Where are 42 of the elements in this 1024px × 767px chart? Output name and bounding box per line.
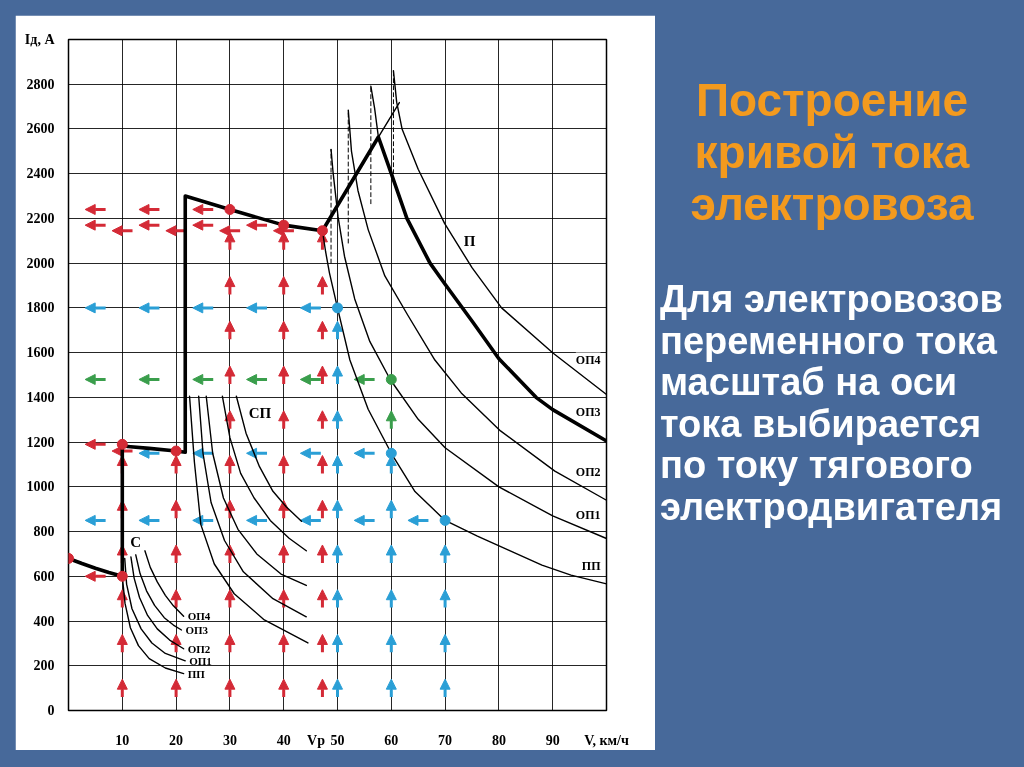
x-tick-label: 50 xyxy=(330,732,345,748)
x-axis-title: V, км/ч xyxy=(584,732,629,748)
annotation: П xyxy=(463,233,476,250)
y-tick-label: 2000 xyxy=(26,255,55,271)
x-tick-label: Vр xyxy=(307,732,326,748)
y-tick-label: 1200 xyxy=(26,434,55,450)
series-label: ОП4 xyxy=(187,610,211,623)
series-label: ОП4 xyxy=(575,352,601,367)
x-tick-label: 90 xyxy=(545,732,560,748)
y-tick-label: 1000 xyxy=(26,479,55,495)
series-label: ОП2 xyxy=(575,465,601,480)
y-tick-label: 200 xyxy=(33,658,55,674)
annotation: СП xyxy=(248,405,272,422)
y-tick-label: 1800 xyxy=(26,300,55,316)
series-label: ПП xyxy=(187,667,206,680)
series-label: ОП1 xyxy=(189,654,212,667)
x-tick-label: 40 xyxy=(276,732,291,748)
series-label: ОП2 xyxy=(187,642,211,655)
series-label: ПП xyxy=(581,558,602,573)
x-tick-label: 20 xyxy=(169,732,184,748)
y-tick-label: 2400 xyxy=(26,166,55,182)
y-tick-label: 600 xyxy=(33,568,55,584)
y-axis-title: Iд, А xyxy=(24,32,56,47)
x-tick-label: 80 xyxy=(491,732,506,748)
y-tick-label: 2200 xyxy=(26,210,55,226)
y-tick-label: 800 xyxy=(33,524,55,540)
series-label: ОП1 xyxy=(575,507,601,522)
x-tick-label: 60 xyxy=(384,732,399,748)
y-tick-label: 1400 xyxy=(26,389,55,405)
x-tick-label: 10 xyxy=(115,732,130,748)
y-tick-label: 400 xyxy=(33,613,55,629)
series-label: ОП3 xyxy=(185,623,209,636)
y-tick-label: 0 xyxy=(47,703,55,718)
x-tick-label: 30 xyxy=(222,732,237,748)
y-tick-label: 1600 xyxy=(26,345,55,361)
annotation: С xyxy=(130,533,142,550)
x-tick-label: 70 xyxy=(438,732,453,748)
y-tick-label: 2800 xyxy=(26,76,55,92)
series-label: ОП3 xyxy=(575,405,601,420)
text: Построение кривой тока электровоза xyxy=(689,74,975,230)
y-tick-label: 2600 xyxy=(26,121,55,137)
text: Для электровозов переменного тока масштаб на оси тока выбирается по току тягового электродвигателя xyxy=(660,278,1004,528)
